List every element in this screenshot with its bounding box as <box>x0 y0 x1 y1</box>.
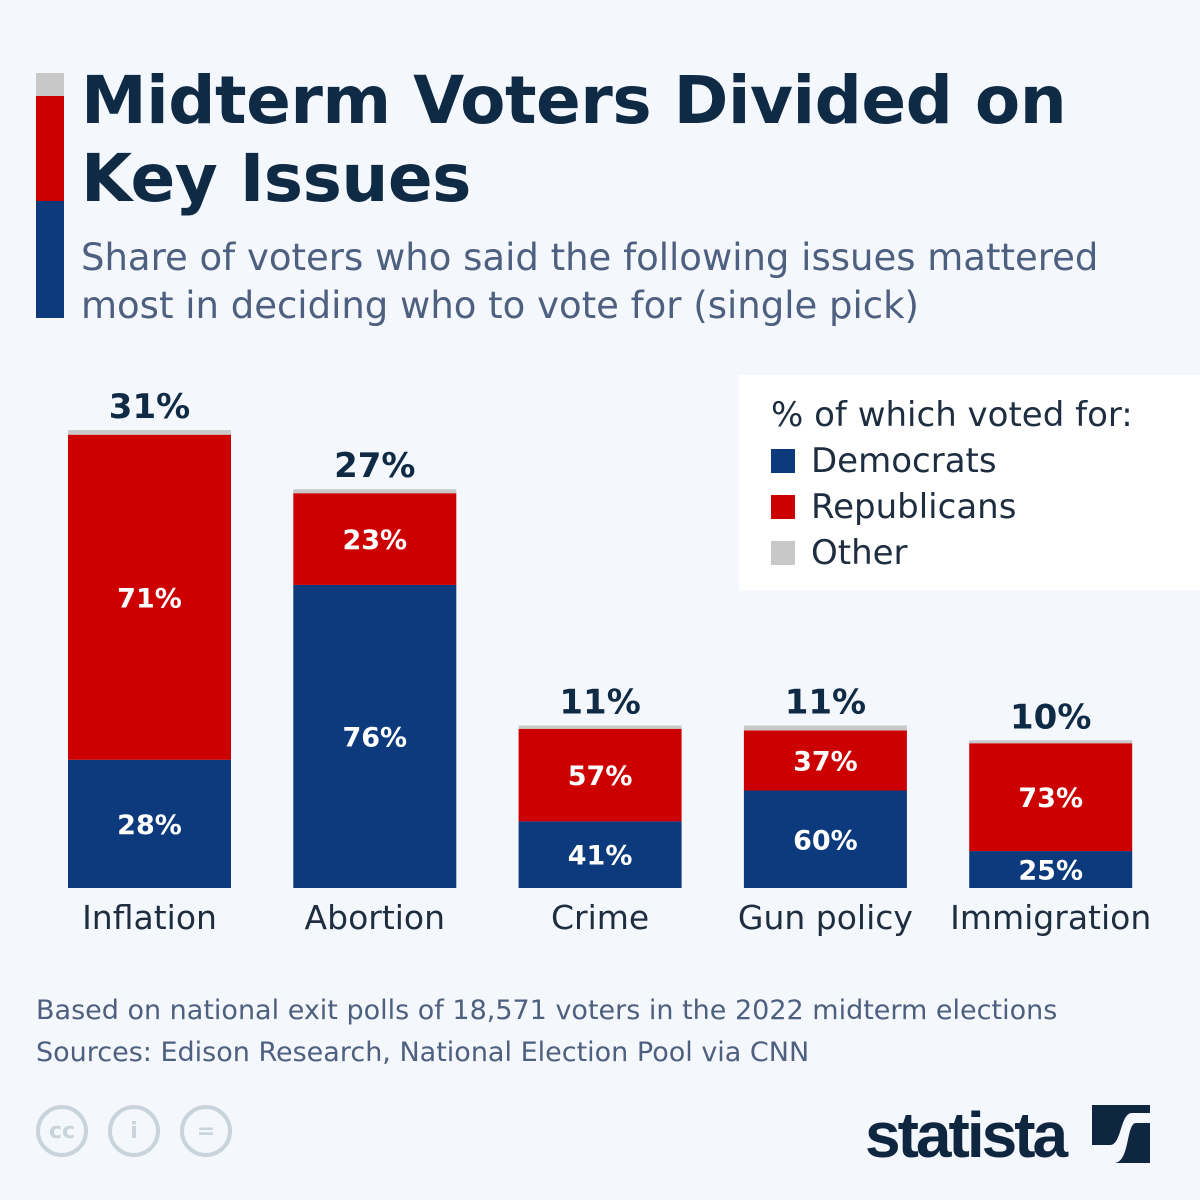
segment-label: 76% <box>342 722 407 753</box>
accent-bar-gray <box>36 73 64 96</box>
segment-label: 28% <box>117 810 182 841</box>
total-label: 11% <box>785 683 866 723</box>
attribution-icon[interactable]: i <box>108 1105 160 1157</box>
category-label: Immigration <box>950 898 1151 937</box>
legend-swatch <box>771 541 795 565</box>
segment-label: 25% <box>1018 856 1083 887</box>
legend-title: % of which voted for: <box>771 395 1133 435</box>
footer: Based on national exit polls of 18,571 v… <box>36 990 1057 1074</box>
bar-segment-other <box>518 725 682 729</box>
segment-label: 57% <box>568 761 633 792</box>
bar-segment-democrats <box>68 759 231 888</box>
segment-label: 23% <box>342 525 407 556</box>
bar-segment-other <box>293 489 457 494</box>
creative-commons-icon[interactable]: cc <box>36 1105 88 1157</box>
total-label: 10% <box>1010 697 1091 737</box>
bar-segment-republicans <box>293 493 457 585</box>
statista-logo-icon <box>1091 1105 1150 1163</box>
legend-item-other: Other <box>771 533 908 573</box>
bar-segment-democrats <box>293 584 457 888</box>
segment-label: 73% <box>1018 783 1083 814</box>
category-label: Inflation <box>82 898 217 937</box>
bar-segment-republicans <box>518 728 682 822</box>
accent-bar-blue <box>36 201 64 318</box>
segment-label: 37% <box>793 746 858 777</box>
total-label: 31% <box>109 387 190 427</box>
accent-bar-red <box>36 96 64 201</box>
legend: % of which voted for: Democrats Republic… <box>739 375 1200 590</box>
legend-swatch <box>771 449 795 473</box>
segment-label: 60% <box>793 825 858 856</box>
category-label: Gun policy <box>738 898 913 937</box>
legend-item-republicans: Republicans <box>771 487 1016 527</box>
category-label: Abortion <box>305 898 446 937</box>
segment-label: 41% <box>568 841 633 872</box>
bar-segment-democrats <box>969 851 1133 888</box>
legend-swatch <box>771 495 795 519</box>
no-derivatives-icon[interactable]: = <box>180 1105 232 1157</box>
segment-label: 71% <box>117 583 182 614</box>
bar-segment-republicans <box>743 730 907 791</box>
footer-note: Based on national exit polls of 18,571 v… <box>36 995 1058 1026</box>
total-label: 27% <box>334 446 415 486</box>
category-label: Crime <box>551 898 649 937</box>
logo-text: statista <box>865 1099 1068 1171</box>
bar-segment-republicans <box>68 434 231 760</box>
bar-chart: 28% 71% 31% Inflation 76% 23% 27% Abortion 41% 57… <box>68 387 1151 937</box>
legend-label: Democrats <box>811 441 997 481</box>
bar-segment-other <box>969 740 1133 744</box>
bar-segment-other <box>743 725 907 731</box>
bar-segment-republicans <box>969 743 1133 852</box>
statista-logo[interactable]: statista <box>865 1098 1150 1172</box>
footer-sources: Sources: Edison Research, National Elect… <box>36 1037 810 1068</box>
chart-title: Midterm Voters Divided on Key Issues <box>81 62 1067 217</box>
total-label: 11% <box>559 683 640 723</box>
bar-segment-democrats <box>743 790 907 888</box>
chart-subtitle: Share of voters who said the following i… <box>81 236 1099 327</box>
legend-label: Republicans <box>811 487 1017 527</box>
legend-label: Other <box>811 533 908 573</box>
legend-item-democrats: Democrats <box>771 441 997 481</box>
bar-segment-other <box>68 430 231 435</box>
bar-segment-democrats <box>518 821 682 888</box>
